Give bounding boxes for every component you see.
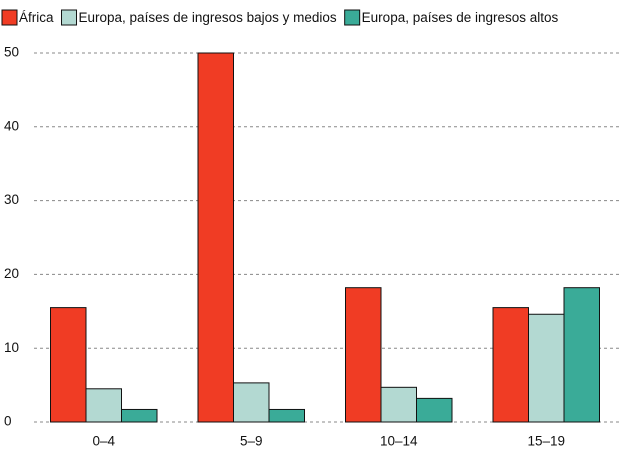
legend-label: Europa, países de ingresos altos (362, 10, 559, 25)
y-tick-label: 30 (4, 192, 19, 207)
y-tick-label: 40 (4, 118, 19, 133)
bar (233, 382, 270, 423)
bar (345, 287, 382, 423)
bar (197, 52, 234, 423)
x-tick-label: 10–14 (380, 434, 418, 449)
legend-label: Europa, países de ingresos bajos y medio… (79, 10, 337, 25)
bar (563, 287, 600, 423)
x-tick-label: 5–9 (240, 434, 263, 449)
bar (380, 386, 417, 423)
bar (121, 408, 158, 423)
y-tick-label: 50 (4, 45, 19, 60)
bar (492, 307, 529, 423)
legend-swatch (61, 9, 78, 26)
legend-label: África (19, 10, 54, 25)
bar (85, 388, 122, 423)
y-tick-label: 10 (4, 340, 19, 355)
x-tick-label: 15–19 (527, 434, 565, 449)
bar (528, 313, 565, 423)
bar (268, 408, 305, 423)
bar (416, 397, 453, 423)
legend-swatch (344, 9, 361, 26)
legend-swatch (1, 9, 18, 26)
y-tick-label: 20 (4, 266, 19, 281)
y-tick-label: 0 (4, 414, 12, 429)
x-tick-label: 0–4 (92, 434, 115, 449)
bar (50, 307, 87, 423)
